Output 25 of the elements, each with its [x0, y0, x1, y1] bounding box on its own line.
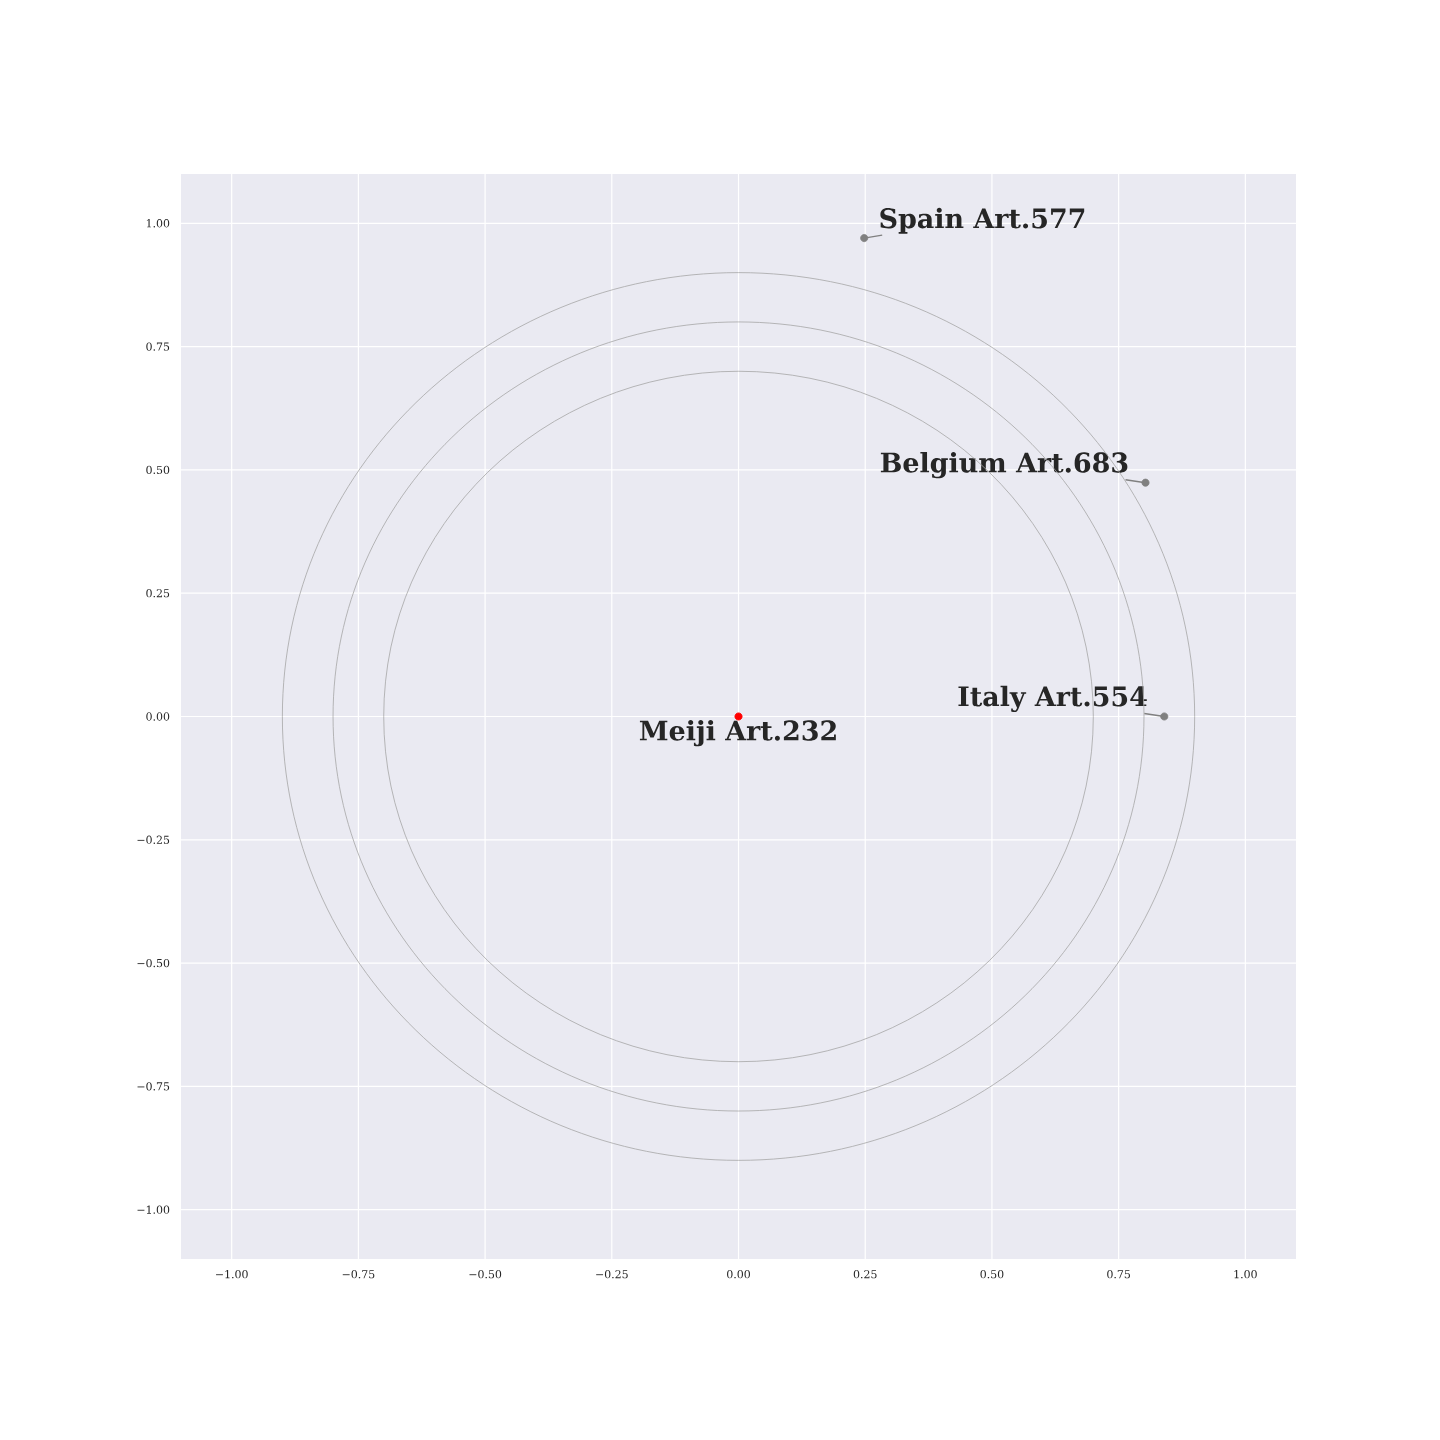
x-tick-label: 0.50 [980, 1270, 1004, 1279]
x-tick-label: 0.25 [853, 1270, 877, 1279]
annotation: Spain Art.577 [880, 207, 1085, 234]
point [1141, 478, 1150, 487]
point [860, 234, 869, 243]
x-tick-label: −0.75 [342, 1270, 375, 1279]
y-tick-label: −0.75 [137, 1082, 170, 1091]
y-tick-label: −0.25 [137, 835, 170, 844]
x-tick-label: −0.50 [469, 1270, 502, 1279]
y-tick-label: −0.50 [137, 958, 170, 968]
y-tick-label: 0.00 [146, 712, 170, 721]
y-tick-label: −1.00 [137, 1205, 170, 1214]
x-tick-label: 0.00 [727, 1270, 750, 1279]
point [1160, 712, 1169, 721]
annotation: Belgium Art.683 [880, 451, 1128, 479]
x-tick-label: −1.00 [216, 1270, 248, 1279]
x-tick-label: −0.25 [596, 1270, 628, 1279]
y-tick-label: 0.25 [146, 589, 170, 598]
y-tick-label: 0.75 [146, 342, 170, 351]
y-tick-label: 0.50 [146, 465, 170, 475]
x-tick-label: 1.00 [1234, 1270, 1257, 1279]
annotation: Italy Art.554 [958, 685, 1147, 713]
y-tick-label: 1.00 [146, 219, 170, 228]
x-tick-label: 0.75 [1107, 1270, 1130, 1279]
annotation: Meiji Art.232 [639, 719, 836, 747]
